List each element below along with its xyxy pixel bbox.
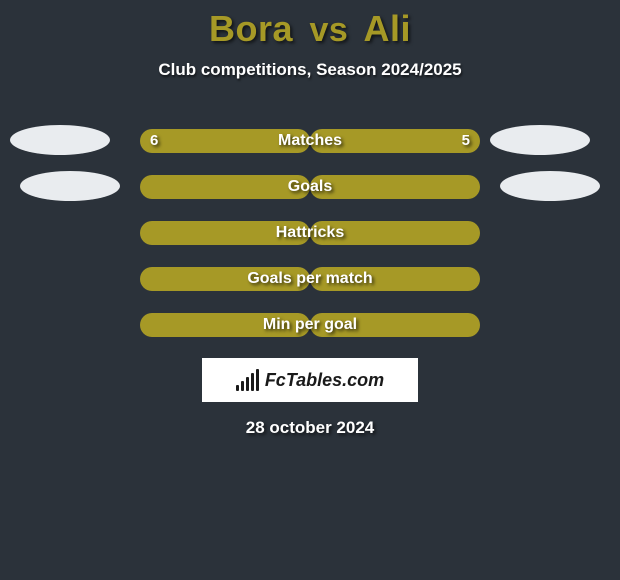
bar-left (140, 129, 310, 153)
stat-row: Hattricks (0, 210, 620, 256)
stat-row: Min per goal (0, 302, 620, 348)
stat-row: 65Matches (0, 118, 620, 164)
bar-right (310, 221, 480, 245)
bar-left (140, 313, 310, 337)
avatar-placeholder-left (10, 125, 110, 155)
bar-right (310, 129, 480, 153)
avatar-placeholder-right (500, 171, 600, 201)
page-title: Bora vs Ali (0, 0, 620, 50)
title-vs: vs (310, 11, 349, 49)
bar-left (140, 175, 310, 199)
logo: FcTables.com (202, 358, 418, 402)
subtitle: Club competitions, Season 2024/2025 (0, 60, 620, 80)
avatar-placeholder-left (20, 171, 120, 201)
comparison-infographic: Bora vs Ali Club competitions, Season 20… (0, 0, 620, 580)
title-player2: Ali (364, 8, 412, 49)
date-label: 28 october 2024 (0, 418, 620, 438)
stat-row: Goals (0, 164, 620, 210)
bar-right (310, 313, 480, 337)
bar-left (140, 221, 310, 245)
title-player1: Bora (209, 8, 293, 49)
logo-text: FcTables.com (265, 370, 384, 391)
bar-right (310, 175, 480, 199)
avatar-placeholder-right (490, 125, 590, 155)
comparison-chart: 65MatchesGoalsHattricksGoals per matchMi… (0, 118, 620, 348)
bar-right (310, 267, 480, 291)
bar-left (140, 267, 310, 291)
stat-row: Goals per match (0, 256, 620, 302)
logo-bars-icon (236, 369, 259, 391)
